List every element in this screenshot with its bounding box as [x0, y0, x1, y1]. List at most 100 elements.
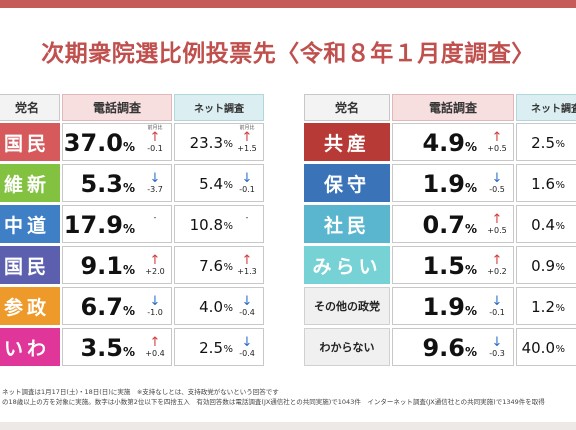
- top-accent-bar: [0, 0, 576, 8]
- poll-card: 次期衆院選比例投票先〈令和８年１月度調査〉 党名 電話調査 ネット調査 国民 37…: [0, 8, 576, 422]
- percent-sign: %: [555, 262, 565, 273]
- party-name: 参政: [0, 287, 60, 325]
- change-value: +0.4: [145, 349, 165, 358]
- phone-percent: 6.7: [80, 293, 123, 321]
- change-value: -3.7: [147, 185, 163, 194]
- change-indicator: ↑ +2.0: [143, 247, 167, 276]
- percent-sign: %: [122, 181, 135, 195]
- change-value: -0.4: [239, 308, 255, 317]
- net-value-cell: 5.4% ↓ -0.1: [174, 164, 264, 202]
- net-percent: 2.5: [531, 134, 555, 152]
- net-value-cell: 1.2%: [516, 287, 576, 325]
- phone-value-cell: 6.7% ↓ -1.0: [62, 287, 172, 325]
- header-party: 党名: [304, 94, 390, 121]
- percent-sign: %: [555, 344, 565, 355]
- party-name: いわ: [0, 328, 60, 366]
- arrow-up-icon: ↑: [149, 335, 161, 350]
- change-indicator: ↓ -3.7: [143, 165, 167, 194]
- net-value-cell: 7.6% ↑ +1.3: [174, 246, 264, 284]
- change-indicator: ↓ -0.4: [235, 329, 259, 358]
- phone-percent: 4.9: [422, 129, 465, 157]
- phone-value-cell: 4.9% ↑ +0.5: [392, 123, 514, 161]
- phone-percent: 1.9: [422, 170, 465, 198]
- change-indicator: ↓ -0.4: [235, 288, 259, 317]
- change-indicator: 前月比 ↑ +1.5: [235, 124, 259, 153]
- change-indicator: ↑ +0.4: [143, 329, 167, 358]
- arrow-down-icon: ↓: [241, 171, 253, 186]
- percent-sign: %: [122, 345, 135, 359]
- change-indicator: ↓ -0.1: [235, 165, 259, 194]
- header-net: ネット調査: [174, 94, 264, 121]
- party-name: 国民: [0, 246, 60, 284]
- party-name: その他の政党: [304, 287, 390, 325]
- net-value-cell: 2.5%: [516, 123, 576, 161]
- change-indicator: 前月比 ↑ -0.1: [143, 124, 167, 153]
- arrow-down-icon: ↓: [149, 294, 161, 309]
- change-indicator: ↓ -1.0: [143, 288, 167, 317]
- phone-percent: 9.1: [80, 252, 123, 280]
- change-value: +2.0: [145, 267, 165, 276]
- change-label: 前月比: [147, 125, 163, 131]
- change-label: 前月比: [239, 125, 255, 131]
- percent-sign: %: [464, 345, 477, 359]
- change-value: -1.0: [147, 308, 163, 317]
- phone-percent: 3.5: [80, 334, 123, 362]
- phone-percent: 1.9: [422, 293, 465, 321]
- arrow-down-icon: ↓: [491, 294, 503, 309]
- percent-sign: %: [223, 262, 233, 273]
- phone-percent: 17.9: [63, 211, 123, 239]
- phone-value-cell: 5.3% ↓ -3.7: [62, 164, 172, 202]
- phone-value-cell: 17.9% -: [62, 205, 172, 243]
- phone-value-cell: 37.0% 前月比 ↑ -0.1: [62, 123, 172, 161]
- phone-percent: 5.3: [80, 170, 123, 198]
- change-indicator: ↑ +0.5: [485, 124, 509, 153]
- change-value: -: [153, 213, 157, 222]
- change-value: -0.1: [239, 185, 255, 194]
- change-indicator: -: [143, 206, 167, 222]
- change-value: -: [245, 213, 249, 222]
- change-indicator: -: [235, 206, 259, 222]
- phone-percent: 1.5: [422, 252, 465, 280]
- header-phone: 電話調査: [62, 94, 172, 121]
- percent-sign: %: [223, 221, 233, 232]
- phone-percent: 37.0: [63, 129, 123, 157]
- net-percent: 2.5: [199, 339, 223, 357]
- change-value: -0.3: [489, 349, 505, 358]
- footnotes: ネット調査は1月17日(土)・18日(日)に実施 ※支持なしとは、支持政党がない…: [2, 387, 576, 407]
- net-percent: 23.3: [189, 134, 223, 152]
- arrow-up-icon: ↑: [149, 130, 161, 145]
- percent-sign: %: [464, 304, 477, 318]
- phone-percent: 9.6: [422, 334, 465, 362]
- change-value: -0.1: [147, 144, 163, 153]
- net-value-cell: 2.5% ↓ -0.4: [174, 328, 264, 366]
- change-indicator: ↓ -0.5: [485, 165, 509, 194]
- footnote-line: ネット調査は1月17日(土)・18日(日)に実施 ※支持なしとは、支持政党がない…: [2, 388, 279, 396]
- net-percent: 0.9: [531, 257, 555, 275]
- phone-value-cell: 9.6% ↓ -0.3: [392, 328, 514, 366]
- net-percent: 0.4: [531, 216, 555, 234]
- change-label: [143, 206, 167, 213]
- arrow-down-icon: ↓: [491, 171, 503, 186]
- party-name: 国民: [0, 123, 60, 161]
- percent-sign: %: [464, 181, 477, 195]
- footnote-line: の18歳以上の方を対象に実施。数字は小数第2位以下を四捨五入 有効回答数は電話調…: [2, 398, 545, 406]
- change-value: +0.5: [487, 144, 507, 153]
- arrow-up-icon: ↑: [241, 253, 253, 268]
- change-value: -0.4: [239, 349, 255, 358]
- party-name: 社民: [304, 205, 390, 243]
- phone-value-cell: 0.7% ↑ +0.5: [392, 205, 514, 243]
- change-label: [235, 206, 259, 213]
- percent-sign: %: [464, 140, 477, 154]
- phone-percent: 0.7: [422, 211, 465, 239]
- phone-value-cell: 1.5% ↑ +0.2: [392, 246, 514, 284]
- percent-sign: %: [122, 222, 135, 236]
- net-percent: 4.0: [199, 298, 223, 316]
- net-value-cell: 4.0% ↓ -0.4: [174, 287, 264, 325]
- arrow-down-icon: ↓: [241, 335, 253, 350]
- arrow-up-icon: ↑: [491, 212, 503, 227]
- arrow-up-icon: ↑: [149, 253, 161, 268]
- percent-sign: %: [122, 263, 135, 277]
- percent-sign: %: [223, 344, 233, 355]
- header-phone: 電話調査: [392, 94, 514, 121]
- arrow-down-icon: ↓: [491, 335, 503, 350]
